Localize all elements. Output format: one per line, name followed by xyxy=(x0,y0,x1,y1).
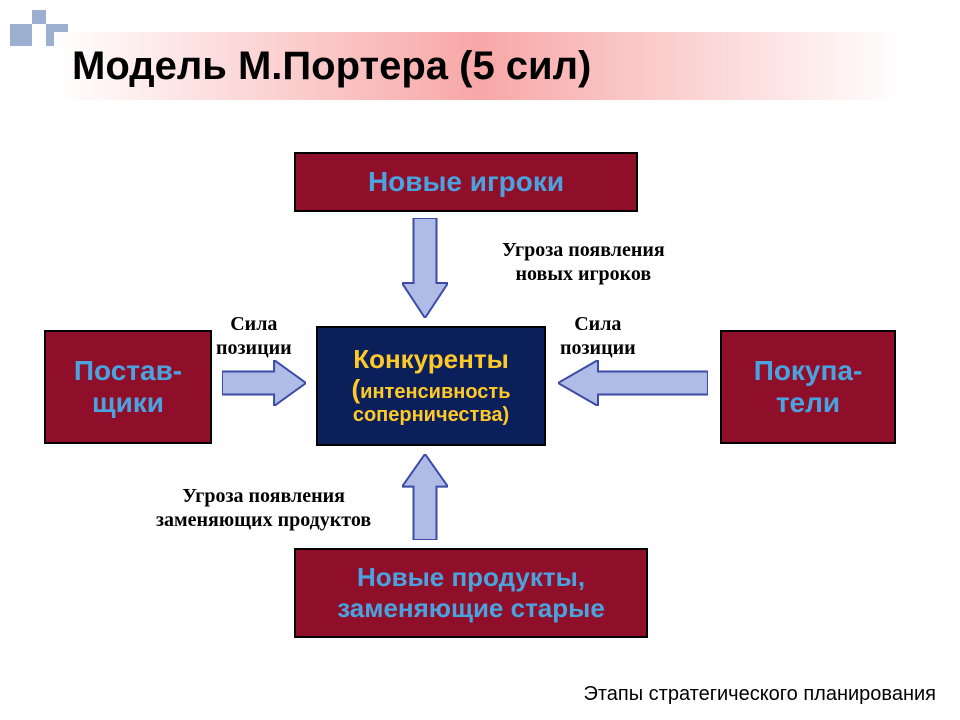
force-box-line2: заменяющие старые xyxy=(337,593,605,624)
force-box-line2: щики xyxy=(92,387,164,419)
arrow-label-buyers: Сила позиции xyxy=(560,312,636,360)
force-box-line1: Новые продукты, xyxy=(357,562,585,593)
arrow-down-icon xyxy=(402,218,448,318)
slide-title-bar: Модель М.Портера (5 сил) xyxy=(54,32,904,100)
arrow-label-new-entrants: Угроза появления новых игроков xyxy=(502,238,665,286)
slide-footer: Этапы стратегического планирования xyxy=(583,683,936,706)
arrow-label-substitutes: Угроза появления заменяющих продуктов xyxy=(156,484,371,532)
force-box-line2: тели xyxy=(776,387,840,419)
force-box-line1: Постав- xyxy=(74,355,182,387)
arrow-up-icon xyxy=(402,454,448,540)
force-box-buyers: Покупа- тели xyxy=(720,330,896,444)
center-line1: Конкуренты xyxy=(353,345,509,375)
force-box-line1: Покупа- xyxy=(754,355,863,387)
center-line3: соперничества) xyxy=(353,404,509,427)
slide-title: Модель М.Портера (5 сил) xyxy=(72,44,591,89)
force-box-label: Новые игроки xyxy=(368,166,564,198)
force-box-substitutes: Новые продукты, заменяющие старые xyxy=(294,548,648,638)
arrow-label-suppliers: Сила позиции xyxy=(216,312,292,360)
force-box-suppliers: Постав- щики xyxy=(44,330,212,444)
force-box-new-entrants: Новые игроки xyxy=(294,152,638,212)
center-line2: (интенсивность xyxy=(351,375,510,405)
arrow-right-icon xyxy=(222,360,306,406)
arrow-left-icon xyxy=(558,360,708,406)
force-box-competitors-center: Конкуренты (интенсивность соперничества) xyxy=(316,326,546,446)
